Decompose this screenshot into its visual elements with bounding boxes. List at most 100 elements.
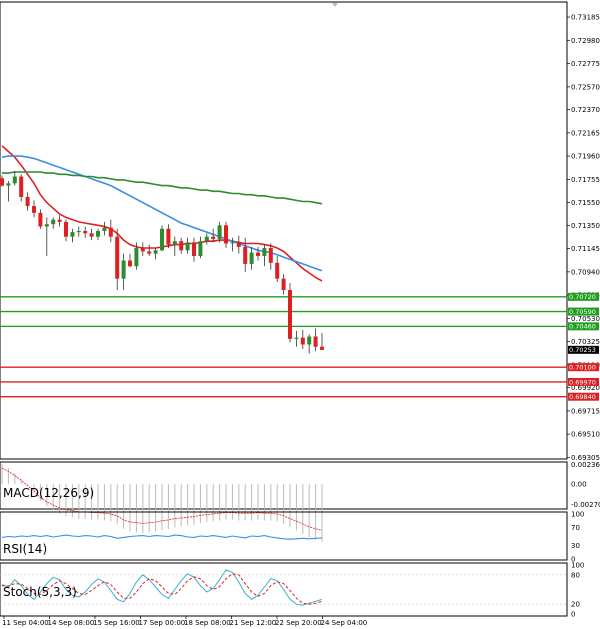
candle-body [96,231,100,237]
current-price-tag: 0.70253 [568,345,599,354]
candle-body [12,176,17,184]
candle-body [57,219,62,222]
stochastic-tick-label: 80 [571,571,580,579]
price-tick-label: 0.69305 [571,454,600,462]
time-tick-label: 24 Sep 04:00 [321,619,368,627]
time-tick-label: 22 Sep 20:00 [275,619,322,627]
candle-body [128,260,132,267]
stochastic-tick-label: 20 [571,601,580,609]
candlesticks [0,170,324,354]
rsi-panel[interactable]: 100 70 30 0 RSI(14) [0,511,584,564]
rsi-tick-label: 0 [571,556,575,564]
chart-shift-marker-icon[interactable] [332,3,338,7]
rsi-series-line [1,534,323,540]
candle-body [153,250,158,254]
rsi-tick-label: 30 [571,542,580,550]
candle-body [230,242,235,244]
price-tick-label: 0.70940 [571,268,600,276]
macd-axis: 0.002366 0.00 -0.002708 [571,461,600,509]
stochastic-k-line [1,569,323,606]
price-tick-label: 0.70325 [571,338,600,346]
price-tick-label: 0.72165 [571,129,600,137]
price-panel[interactable]: 0.73185 0.72980 0.72775 0.72570 0.72370 0.721… [0,1,600,462]
candle-body [32,206,36,213]
price-tick-label: 0.70530 [571,315,600,323]
candle-body [224,225,228,244]
moving-average-line [1,155,323,272]
level-tag [568,322,599,331]
level-tag-label: 0.69840 [569,393,596,401]
candle-body [76,231,81,233]
candle-body [262,248,267,256]
rsi-line [1,534,323,540]
time-tick-label: 14 Sep 08:00 [48,619,95,627]
price-tick-label: 0.72570 [571,83,600,91]
candle-body [243,246,248,264]
current-price-tag [568,345,599,354]
price-tick-label: 0.72980 [571,37,600,45]
candle-body [0,178,4,186]
candle-body [166,228,171,245]
candle-body [198,241,203,256]
stochastic-tick-label: 100 [571,562,584,570]
candle-body [294,337,299,339]
candle-body [121,260,126,279]
candle-body [160,228,164,251]
rsi-axis: 100 70 30 0 [571,511,584,564]
candle-body [64,221,68,237]
candle-body [249,252,254,264]
macd-label: MACD(12,26,9) [3,486,94,500]
candle-body [172,241,177,245]
time-tick-label: 17 Sep 00:00 [139,619,186,627]
price-tick-label: 0.73185 [571,14,600,22]
stochastic-label: Stoch(5,3,3) [3,585,77,599]
candle-body [83,231,88,234]
price-tick-label: 0.72775 [571,60,600,68]
candle-body [320,346,324,350]
candle-body [192,242,196,256]
candle-body [313,336,318,347]
macd-tick-label: -0.002708 [571,501,600,509]
level-tag [568,377,599,386]
candle-body [179,241,184,251]
candle-body [108,227,113,237]
price-tick-label: 0.71755 [571,176,600,184]
level-tag-label: 0.70720 [569,293,596,301]
level-tag-label: 0.69970 [569,378,596,386]
macd-tick-label: 0.002366 [571,461,600,469]
candle-body [288,290,292,339]
candle-body [185,242,190,251]
candle-body [51,219,56,225]
stochastic-panel-frame [0,562,568,617]
level-tag-label: 0.70590 [569,308,596,316]
candle-body [25,196,30,207]
level-tag-label: 0.70100 [569,364,596,372]
price-tick-label: 0.71145 [571,245,600,253]
time-tick-label: 18 Sep 08:00 [184,619,231,627]
stochastic-lines [0,569,567,606]
candle-body [115,236,120,279]
price-tick-label: 0.69510 [571,431,600,439]
candle-body [44,224,49,227]
candle-body [217,225,222,239]
price-panel-frame [0,1,568,460]
price-tick-label: 0.71960 [571,153,600,161]
candle-body [300,337,305,345]
candle-body [6,183,11,186]
candle-body [256,252,260,256]
candle-body [275,262,280,279]
stochastic-d-line [1,573,323,605]
moving-average-line [2,171,323,205]
candle-body [140,248,145,252]
rsi-label: RSI(14) [3,542,47,556]
candle-body [89,233,94,237]
level-price-tags: 0.70720 0.70590 0.70460 0.70100 0.69970 0.698… [568,292,599,401]
level-tag-label: 0.70460 [569,323,596,331]
rsi-tick-label: 70 [571,524,580,532]
macd-signal-line [1,467,323,531]
rsi-panel-frame [0,511,568,561]
time-tick-label: 21 Sep 12:00 [230,619,277,627]
